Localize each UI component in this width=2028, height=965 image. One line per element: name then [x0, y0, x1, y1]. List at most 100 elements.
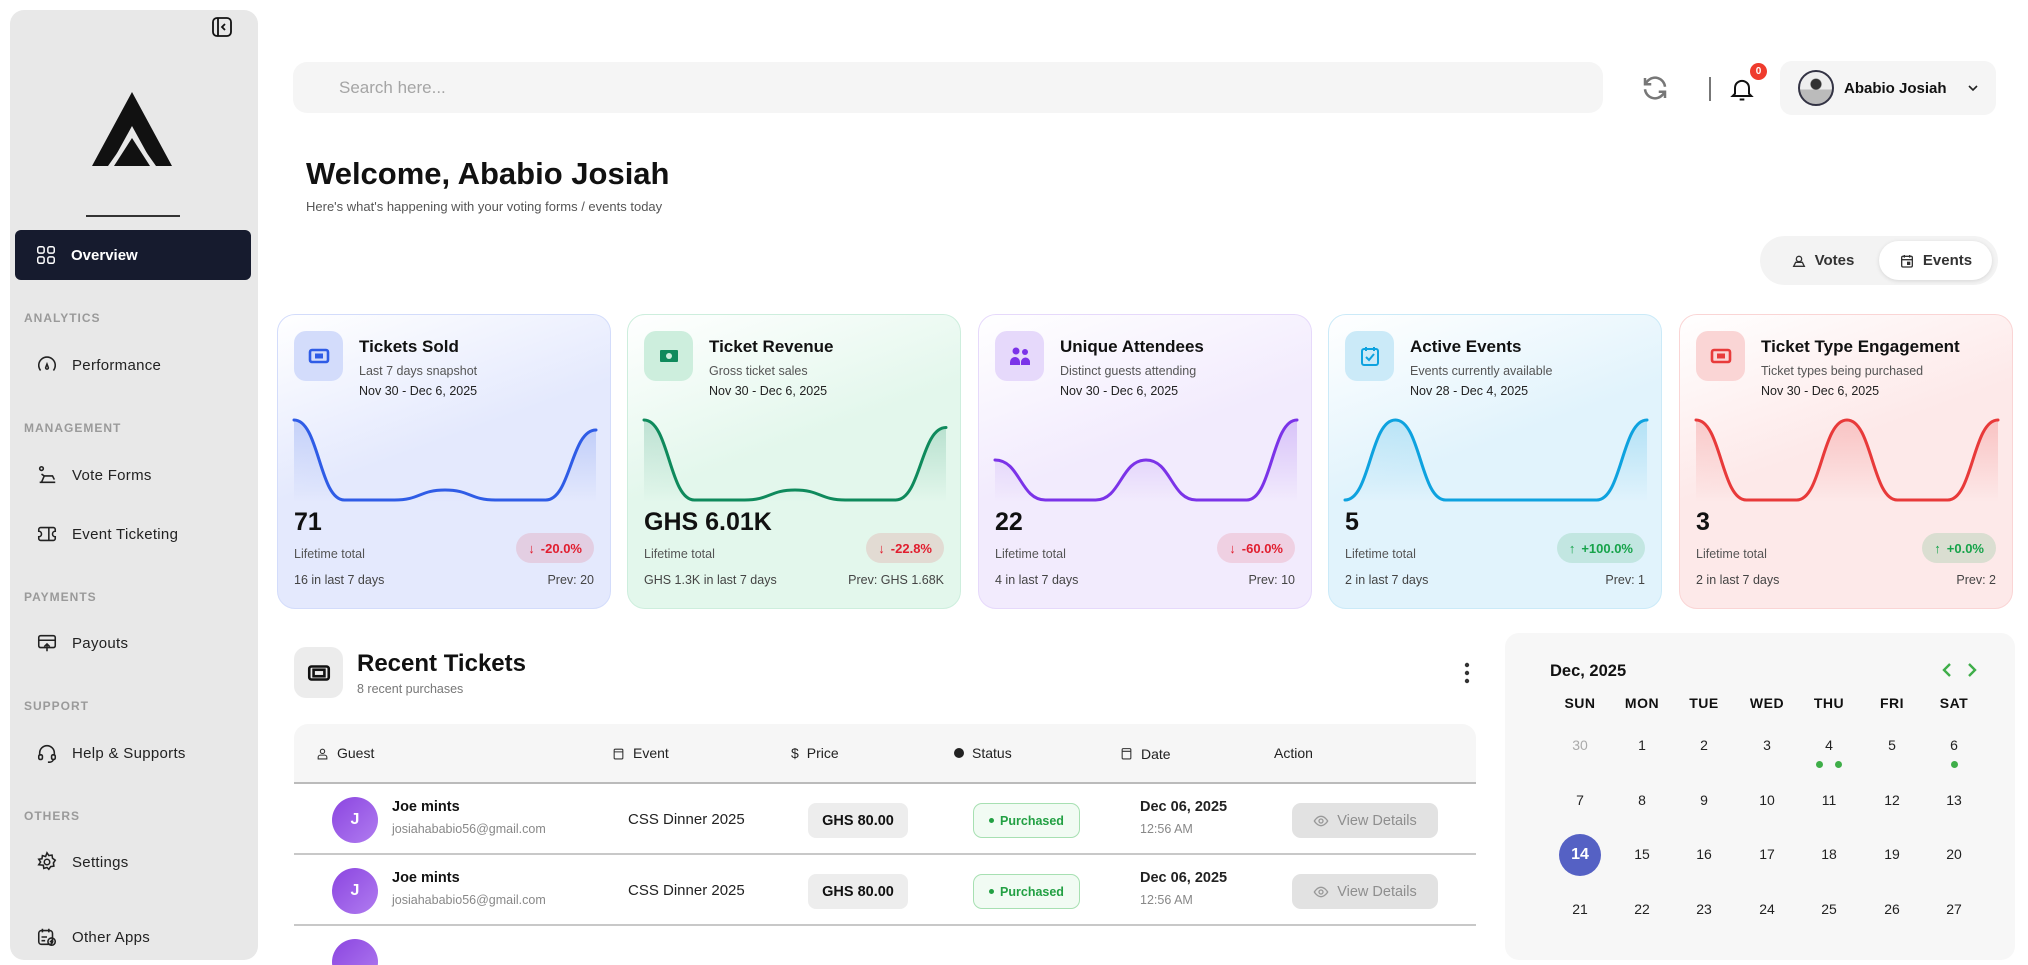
user-menu[interactable]: Ababio Josiah [1780, 61, 1996, 115]
sparkline [292, 418, 598, 502]
event-dot [1816, 761, 1823, 768]
calendar-day[interactable]: 1 [1638, 737, 1646, 753]
card-date-range: Nov 30 - Dec 6, 2025 [359, 384, 478, 398]
sparkline [642, 418, 948, 502]
card-date-range: Nov 30 - Dec 6, 2025 [1761, 384, 1880, 398]
price-chip: GHS 80.00 [808, 874, 908, 909]
sparkline-line [292, 418, 598, 502]
arrow-up-icon: ↑ [1568, 540, 1576, 556]
ballot-icon [38, 465, 56, 484]
sidebar-item-overview[interactable]: Overview [15, 230, 251, 280]
calendar-icon [613, 748, 624, 759]
gauge-icon [38, 356, 56, 371]
purchase-time: 12:56 AM [1140, 822, 1193, 836]
card-lifetime-label: Lifetime total [294, 547, 365, 561]
stat-card: Tickets Sold Last 7 days snapshot Nov 30… [277, 314, 611, 609]
sidebar-item-other-apps[interactable]: Other Apps [36, 926, 150, 948]
calendar-day[interactable]: 12 [1884, 792, 1900, 808]
calendar-day[interactable]: 24 [1759, 901, 1775, 917]
calendar-day[interactable]: 23 [1696, 901, 1712, 917]
purchase-date: Dec 06, 2025 [1140, 870, 1228, 886]
calendar-icon [1121, 748, 1132, 760]
chevron-down-icon [1967, 85, 1978, 92]
recent-tickets-title: Recent Tickets [357, 650, 526, 677]
calendar-day[interactable]: 26 [1884, 901, 1900, 917]
arrow-up-icon: ↑ [1934, 540, 1941, 556]
sidebar-collapse-icon[interactable] [210, 15, 234, 39]
sidebar-item-performance[interactable]: Performance [36, 354, 161, 376]
calendar-day[interactable]: 18 [1821, 846, 1837, 862]
calendar-day[interactable]: 30 [1572, 737, 1588, 753]
more-options-icon[interactable] [1458, 660, 1476, 686]
chevron-right-icon[interactable] [1963, 659, 1981, 681]
calendar-day[interactable]: 27 [1946, 901, 1962, 917]
calendar-day[interactable]: 5 [1888, 737, 1896, 753]
guest-name: Joe mints [392, 870, 460, 886]
eye-icon [1313, 886, 1329, 897]
calendar-day[interactable]: 15 [1634, 846, 1650, 862]
arrow-down-icon: ↓ [528, 540, 535, 556]
calendar-day[interactable]: 6 [1950, 737, 1958, 753]
section-support: SUPPORT [24, 699, 90, 713]
calendar-day[interactable]: 22 [1634, 901, 1650, 917]
calendar-day[interactable]: 13 [1946, 792, 1962, 808]
card-subtitle: Gross ticket sales [709, 364, 808, 378]
view-details-button[interactable]: View Details [1292, 874, 1438, 909]
column-guest: Guest [316, 745, 374, 761]
calendar-day[interactable]: 2 [1700, 737, 1708, 753]
event-dot [1950, 761, 1958, 768]
ticket-icon [294, 331, 343, 381]
sparkline [993, 418, 1299, 502]
arrow-down-icon: ↓ [878, 540, 885, 556]
calendar-day[interactable]: 25 [1821, 901, 1837, 917]
toggle-events[interactable]: Events [1879, 241, 1992, 280]
sidebar-item-help[interactable]: Help & Supports [36, 742, 186, 764]
change-badge: ↓ -22.8% [866, 533, 944, 563]
calendar-day[interactable]: 20 [1946, 846, 1962, 862]
card-lifetime-label: Lifetime total [1696, 547, 1767, 561]
recent-tickets-subtitle: 8 recent purchases [357, 682, 464, 696]
votes-icon [1792, 255, 1806, 267]
calendar-day[interactable]: 19 [1884, 846, 1900, 862]
card-title: Active Events [1410, 337, 1522, 356]
calendar-day[interactable]: 21 [1572, 901, 1588, 917]
recent-tickets-table: Guest Event $ Price Status Date Action J … [294, 724, 1476, 965]
search-input[interactable] [293, 62, 1603, 113]
card-lifetime-label: Lifetime total [644, 547, 715, 561]
sidebar-item-event-ticketing[interactable]: Event Ticketing [36, 523, 178, 545]
calendar-day[interactable]: 9 [1700, 792, 1708, 808]
calendar-day[interactable]: 10 [1759, 792, 1775, 808]
sidebar-item-payouts[interactable]: Payouts [36, 632, 128, 654]
sidebar-item-vote-forms[interactable]: Vote Forms [36, 464, 152, 486]
card-last7: GHS 1.3K in last 7 days [644, 573, 777, 587]
calendar-day[interactable]: 11 [1821, 792, 1837, 808]
calendar-day[interactable]: 7 [1576, 792, 1584, 808]
apps-icon [37, 928, 57, 947]
grid-icon [37, 246, 55, 264]
refresh-icon[interactable] [1640, 73, 1670, 103]
logo-divider [86, 215, 180, 217]
calendar-day[interactable]: 16 [1696, 846, 1712, 862]
column-date: Date [1120, 745, 1171, 762]
calendar-day[interactable]: 3 [1763, 737, 1771, 753]
sparkline [1694, 418, 2000, 502]
stat-card: Ticket Type Engagement Ticket types bein… [1679, 314, 2013, 609]
calendar-day[interactable]: 4 [1825, 737, 1833, 753]
bell-icon[interactable] [1728, 74, 1756, 104]
card-lifetime-label: Lifetime total [995, 547, 1066, 561]
calendar-day-today[interactable]: 14 [1559, 834, 1601, 876]
calendar-day[interactable]: 17 [1759, 846, 1775, 862]
view-details-button[interactable]: View Details [1292, 803, 1438, 838]
card-title: Unique Attendees [1060, 337, 1204, 356]
sidebar [10, 10, 258, 960]
payout-icon [37, 634, 57, 652]
guest-email: josiahababio56@gmail.com [392, 822, 546, 836]
calendar-day[interactable]: 8 [1638, 792, 1646, 808]
user-icon [317, 748, 328, 759]
status-dot [989, 889, 995, 894]
chevron-left-icon[interactable] [1938, 659, 1956, 681]
status-badge: Purchased [973, 874, 1080, 909]
toggle-votes[interactable]: Votes [1766, 241, 1879, 280]
event-name: CSS Dinner 2025 [628, 811, 745, 828]
sidebar-item-settings[interactable]: Settings [36, 851, 129, 873]
